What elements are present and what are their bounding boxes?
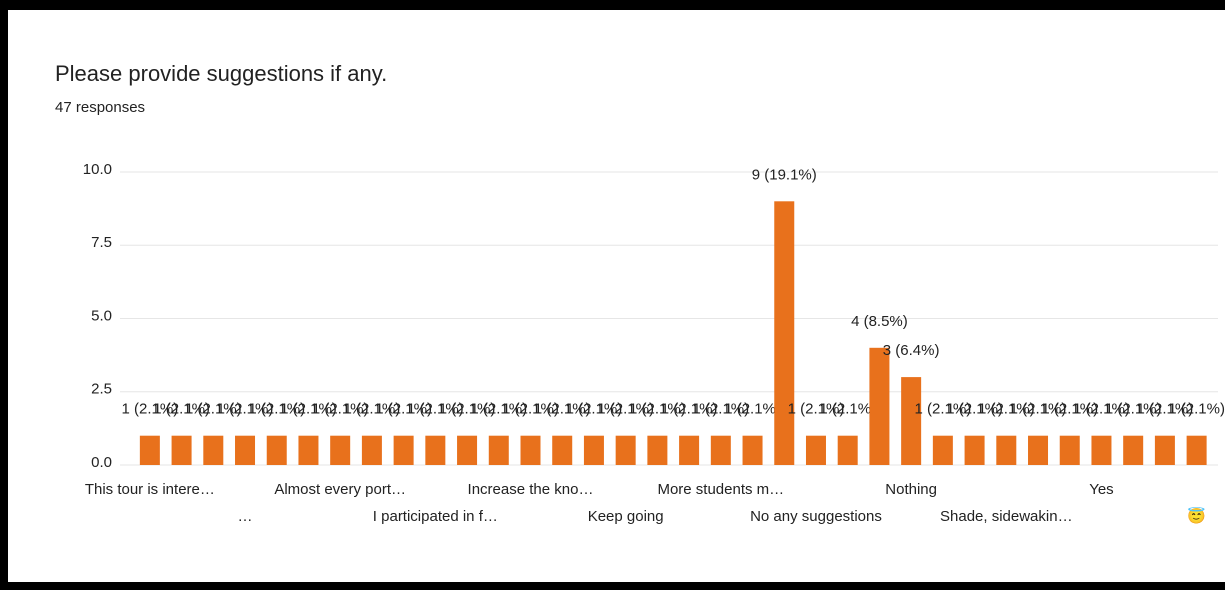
bar xyxy=(1028,435,1049,465)
bar xyxy=(139,435,160,465)
bar xyxy=(774,201,795,466)
data-label: 1 (2.1%) xyxy=(1168,401,1225,418)
data-label: 1 (2.1%) xyxy=(1105,401,1162,418)
data-label: 1 (2.1%) xyxy=(470,401,527,418)
data-label: 1 (2.1%) xyxy=(248,401,305,418)
data-label: 1 (2.1%) xyxy=(534,401,591,418)
x-tick-label: I participated in f… xyxy=(373,508,498,525)
bar xyxy=(552,435,573,465)
data-label: 1 (2.1%) xyxy=(375,401,432,418)
chart-title: Please provide suggestions if any. xyxy=(55,61,387,86)
data-label: 1 (2.1%) xyxy=(217,401,274,418)
bar xyxy=(1186,435,1207,465)
x-tick-label: … xyxy=(238,508,253,525)
data-label: 4 (8.5%) xyxy=(851,313,908,330)
data-label: 1 (2.1%) xyxy=(819,401,876,418)
data-label: 1 (2.1%) xyxy=(661,401,718,418)
data-label: 3 (6.4%) xyxy=(883,342,940,359)
bar xyxy=(457,435,478,465)
y-tick-label: 5.0 xyxy=(91,307,112,324)
data-label: 1 (2.1%) xyxy=(629,401,686,418)
bar xyxy=(869,347,890,465)
data-label: 1 (2.1%) xyxy=(692,401,749,418)
bar xyxy=(996,435,1017,465)
bar xyxy=(805,435,826,465)
y-tick-label: 7.5 xyxy=(91,234,112,251)
x-tick-label: Keep going xyxy=(588,508,664,525)
x-tick-label: More students m… xyxy=(657,481,784,498)
x-tick-label: Shade, sidewakin… xyxy=(940,508,1073,525)
bar xyxy=(615,435,636,465)
data-label: 1 (2.1%) xyxy=(915,401,972,418)
bar xyxy=(932,435,953,465)
bar xyxy=(647,435,668,465)
bar xyxy=(235,435,256,465)
bar xyxy=(330,435,351,465)
bar xyxy=(520,435,541,465)
data-label: 1 (2.1%) xyxy=(312,401,369,418)
bar xyxy=(298,435,319,465)
bar xyxy=(710,435,731,465)
data-label: 1 (2.1%) xyxy=(439,401,496,418)
data-label: 1 (2.1%) xyxy=(407,401,464,418)
data-label: 1 (2.1%) xyxy=(1137,401,1194,418)
bar xyxy=(742,435,763,465)
bar xyxy=(583,435,604,465)
data-label: 1 (2.1%) xyxy=(344,401,401,418)
bar xyxy=(361,435,382,465)
data-label: 1 (2.1%) xyxy=(978,401,1035,418)
bar xyxy=(266,435,287,465)
data-label: 1 (2.1%) xyxy=(1073,401,1130,418)
bar xyxy=(203,435,224,465)
bar xyxy=(964,435,985,465)
x-tick-label: Almost every port… xyxy=(274,481,406,498)
data-label: 9 (19.1%) xyxy=(752,166,817,183)
card xyxy=(8,10,1225,582)
y-tick-label: 10.0 xyxy=(83,161,112,178)
data-label: 1 (2.1%) xyxy=(724,401,781,418)
data-label: 1 (2.1%) xyxy=(1010,401,1067,418)
data-label: 1 (2.1%) xyxy=(788,401,845,418)
x-tick-label: Nothing xyxy=(885,481,937,498)
x-tick-label: This tour is intere… xyxy=(85,481,215,498)
bar xyxy=(1123,435,1144,465)
x-tick-label: 😇 xyxy=(1187,506,1206,525)
y-tick-label: 0.0 xyxy=(91,454,112,471)
bar xyxy=(425,435,446,465)
data-label: 1 (2.1%) xyxy=(502,401,559,418)
data-label: 1 (2.1%) xyxy=(597,401,654,418)
bar xyxy=(679,435,700,465)
data-label: 1 (2.1%) xyxy=(946,401,1003,418)
response-count: 47 responses xyxy=(55,99,145,116)
data-label: 1 (2.1%) xyxy=(1041,401,1098,418)
bar xyxy=(1091,435,1112,465)
bar xyxy=(1154,435,1175,465)
x-tick-label: Increase the kno… xyxy=(468,481,594,498)
data-label: 1 (2.1%) xyxy=(280,401,337,418)
bar xyxy=(171,435,192,465)
data-label: 1 (2.1%) xyxy=(122,401,179,418)
y-tick-label: 2.5 xyxy=(91,381,112,398)
data-label: 1 (2.1%) xyxy=(566,401,623,418)
bar xyxy=(837,435,858,465)
x-tick-label: Yes xyxy=(1089,481,1113,498)
data-label: 1 (2.1%) xyxy=(185,401,242,418)
bar xyxy=(488,435,509,465)
bar xyxy=(393,435,414,465)
data-label: 1 (2.1%) xyxy=(153,401,210,418)
bar xyxy=(1059,435,1080,465)
bar xyxy=(901,377,922,465)
x-tick-label: No any suggestions xyxy=(750,508,882,525)
